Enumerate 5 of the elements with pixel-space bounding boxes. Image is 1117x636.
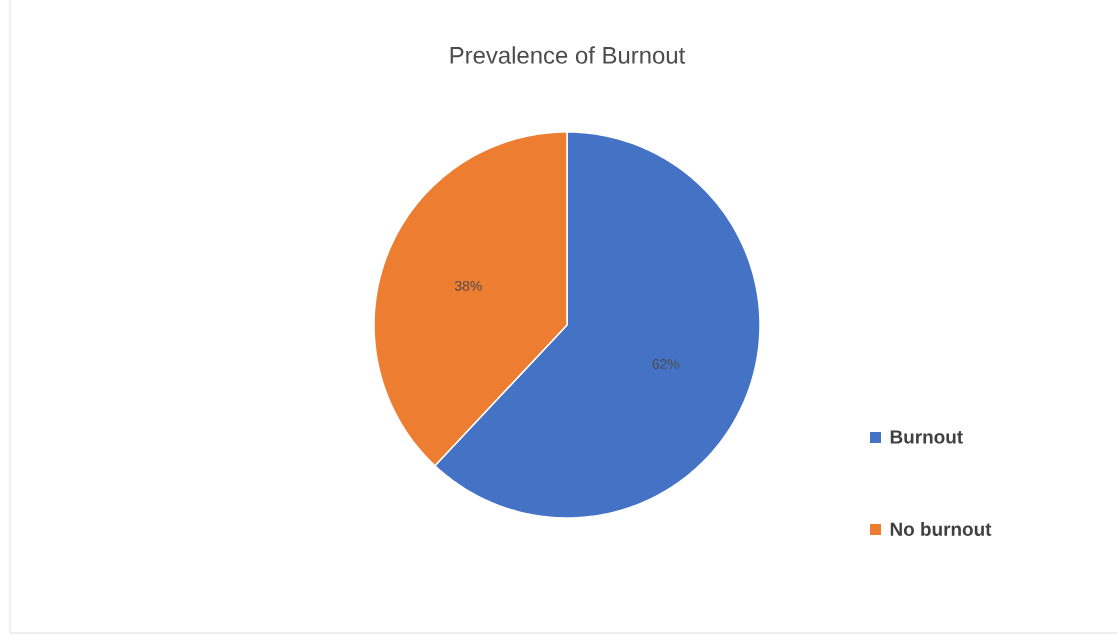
data-label: 62% — [652, 359, 680, 370]
legend-label: No burnout — [890, 522, 992, 536]
legend-label: Burnout — [890, 430, 963, 444]
data-label: 38% — [454, 280, 482, 291]
chart-title: Prevalence of Burnout — [450, 46, 686, 64]
